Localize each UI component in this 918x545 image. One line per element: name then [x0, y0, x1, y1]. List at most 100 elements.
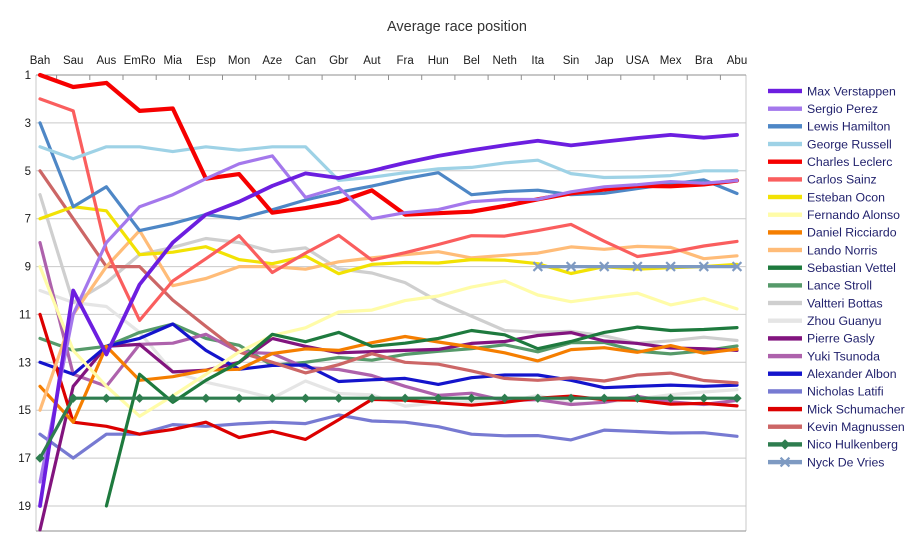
- legend-label-sergio-perez: Sergio Perez: [807, 102, 878, 116]
- legend-label-charles-leclerc: Charles Leclerc: [807, 155, 892, 169]
- grid-and-axes: [35, 74, 747, 532]
- series-line-kevin-magnussen: [38, 169, 739, 385]
- legend-swatch-nicholas-latifi: [768, 389, 802, 394]
- legend-label-fernando-alonso: Fernando Alonso: [807, 208, 900, 222]
- legend-swatch-fernando-alonso: [768, 212, 802, 217]
- legend-label-mick-schumacher: Mick Schumacher: [807, 402, 905, 416]
- legend-label-zhou-guanyu: Zhou Guanyu: [807, 314, 882, 328]
- legend-label-daniel-ricciardo: Daniel Ricciardo: [807, 226, 897, 240]
- x-tick-label-sin: Sin: [563, 55, 580, 67]
- legend-label-george-russell: George Russell: [807, 137, 892, 151]
- x-tick-label-esp: Esp: [196, 55, 216, 67]
- legend-item-charles-leclerc: Charles Leclerc: [768, 155, 892, 169]
- legend-diamond-icon: [779, 439, 791, 450]
- series-line-nico-hulkenberg: [38, 396, 739, 460]
- x-tick-label-mex: Mex: [660, 55, 682, 67]
- legend-label-carlos-sainz: Carlos Sainz: [807, 173, 877, 187]
- diamond-marker-nico-hulkenberg: [101, 393, 111, 403]
- legend-item-max-verstappen: Max Verstappen: [768, 84, 896, 98]
- diamond-marker-nico-hulkenberg: [267, 393, 277, 403]
- legend-swatch-george-russell: [768, 141, 802, 147]
- legend-swatch-mick-schumacher: [768, 406, 802, 412]
- legend-swatch-yuki-tsunoda: [768, 353, 802, 359]
- x-tick-label-bah: Bah: [30, 55, 50, 67]
- series-line-pierre-gasly: [38, 331, 739, 532]
- diamond-marker-nico-hulkenberg: [533, 393, 543, 403]
- series-line-alexander-albon: [38, 322, 739, 390]
- diamond-marker-nico-hulkenberg: [234, 393, 244, 403]
- diamond-marker-nico-hulkenberg: [400, 393, 410, 403]
- legend-item-esteban-ocon: Esteban Ocon: [768, 190, 885, 204]
- x-tick-label-mon: Mon: [228, 55, 250, 67]
- diamond-marker-nico-hulkenberg: [500, 393, 510, 403]
- x-tick-label-can: Can: [295, 55, 316, 67]
- x-tick-label-abu: Abu: [727, 55, 747, 67]
- y-tick-label-7: 7: [25, 214, 31, 226]
- x-axis-labels: Bah Sau Aus EmRo Mia Esp Mon Aze Can Gbr Aut Fra Hun…: [30, 55, 747, 67]
- y-tick-label-17: 17: [18, 453, 31, 465]
- legend-item-sergio-perez: Sergio Perez: [768, 102, 878, 116]
- legend-item-nyck-de-vries: Nyck De Vries: [768, 455, 884, 469]
- series-line-sebastian-vettel: [104, 325, 739, 508]
- x-tick-label-aze: Aze: [262, 55, 282, 67]
- legend-label-max-verstappen: Max Verstappen: [807, 84, 896, 98]
- y-tick-label-11: 11: [19, 309, 31, 321]
- x-tick-label-ita: Ita: [531, 55, 544, 67]
- legend-label-valtteri-bottas: Valtteri Bottas: [807, 296, 883, 310]
- y-tick-label-5: 5: [25, 166, 31, 178]
- legend-item-carlos-sainz: Carlos Sainz: [768, 173, 877, 187]
- legend-item-zhou-guanyu: Zhou Guanyu: [768, 314, 882, 328]
- diamond-marker-nico-hulkenberg: [35, 453, 45, 463]
- legend-label-nyck-de-vries: Nyck De Vries: [807, 455, 884, 469]
- legend-swatch-valtteri-bottas: [768, 300, 802, 306]
- legend-item-kevin-magnussen: Kevin Magnussen: [768, 420, 905, 434]
- diamond-marker-nico-hulkenberg: [300, 393, 311, 403]
- series-line-nicholas-latifi: [38, 413, 739, 460]
- series-line-max-verstappen: [38, 133, 739, 508]
- legend-item-yuki-tsunoda: Yuki Tsunoda: [768, 349, 880, 363]
- y-tick-label-3: 3: [25, 118, 31, 130]
- legend-label-yuki-tsunoda: Yuki Tsunoda: [807, 349, 880, 363]
- x-tick-label-bel: Bel: [463, 55, 480, 67]
- legend-item-lance-stroll: Lance Stroll: [768, 279, 872, 293]
- series-line-sergio-perez: [38, 154, 739, 484]
- diamond-marker-nico-hulkenberg: [134, 393, 145, 403]
- x-marker-nyck-de-vries: [532, 261, 544, 272]
- legend-swatch-lewis-hamilton: [768, 124, 802, 129]
- x-tick-label-aut: Aut: [363, 55, 381, 67]
- legend-label-pierre-gasly: Pierre Gasly: [807, 332, 876, 346]
- diamond-marker-nico-hulkenberg: [666, 393, 676, 403]
- legend-item-lewis-hamilton: Lewis Hamilton: [768, 120, 891, 134]
- x-tick-label-gbr: Gbr: [329, 55, 348, 67]
- y-tick-label-19: 19: [18, 501, 31, 513]
- legend: Max Verstappen Sergio Perez Lewis Hamilton…: [768, 84, 905, 469]
- legend-swatch-lance-stroll: [768, 283, 802, 288]
- x-tick-label-aus: Aus: [96, 55, 116, 67]
- legend-item-nicholas-latifi: Nicholas Latifi: [768, 385, 884, 399]
- legend-swatch-charles-leclerc: [768, 159, 802, 164]
- diamond-marker-nico-hulkenberg: [201, 393, 211, 403]
- legend-swatch-esteban-ocon: [768, 194, 802, 200]
- series-line-george-russell: [38, 145, 739, 182]
- series-line-fernando-alonso: [38, 265, 739, 418]
- diamond-marker-nico-hulkenberg: [367, 393, 377, 403]
- x-tick-label-bra: Bra: [695, 55, 714, 67]
- legend-label-esteban-ocon: Esteban Ocon: [807, 190, 885, 204]
- legend-swatch-max-verstappen: [768, 88, 802, 94]
- series-line-valtteri-bottas: [38, 193, 739, 345]
- series-line-lewis-hamilton: [38, 121, 739, 233]
- diamond-marker-nico-hulkenberg: [466, 393, 477, 403]
- legend-label-lewis-hamilton: Lewis Hamilton: [807, 120, 891, 134]
- y-tick-label-15: 15: [18, 405, 31, 417]
- diamond-marker-nico-hulkenberg: [632, 393, 643, 403]
- legend-swatch-pierre-gasly: [768, 336, 802, 341]
- legend-item-daniel-ricciardo: Daniel Ricciardo: [768, 226, 897, 240]
- diamond-marker-nico-hulkenberg: [699, 393, 709, 403]
- x-tick-label-jap: Jap: [595, 55, 614, 67]
- series-line-daniel-ricciardo: [38, 334, 739, 424]
- diamond-marker-nico-hulkenberg: [599, 393, 609, 403]
- x-marker-nyck-de-vries: [698, 261, 709, 272]
- x-tick-label-usa: USA: [626, 55, 650, 67]
